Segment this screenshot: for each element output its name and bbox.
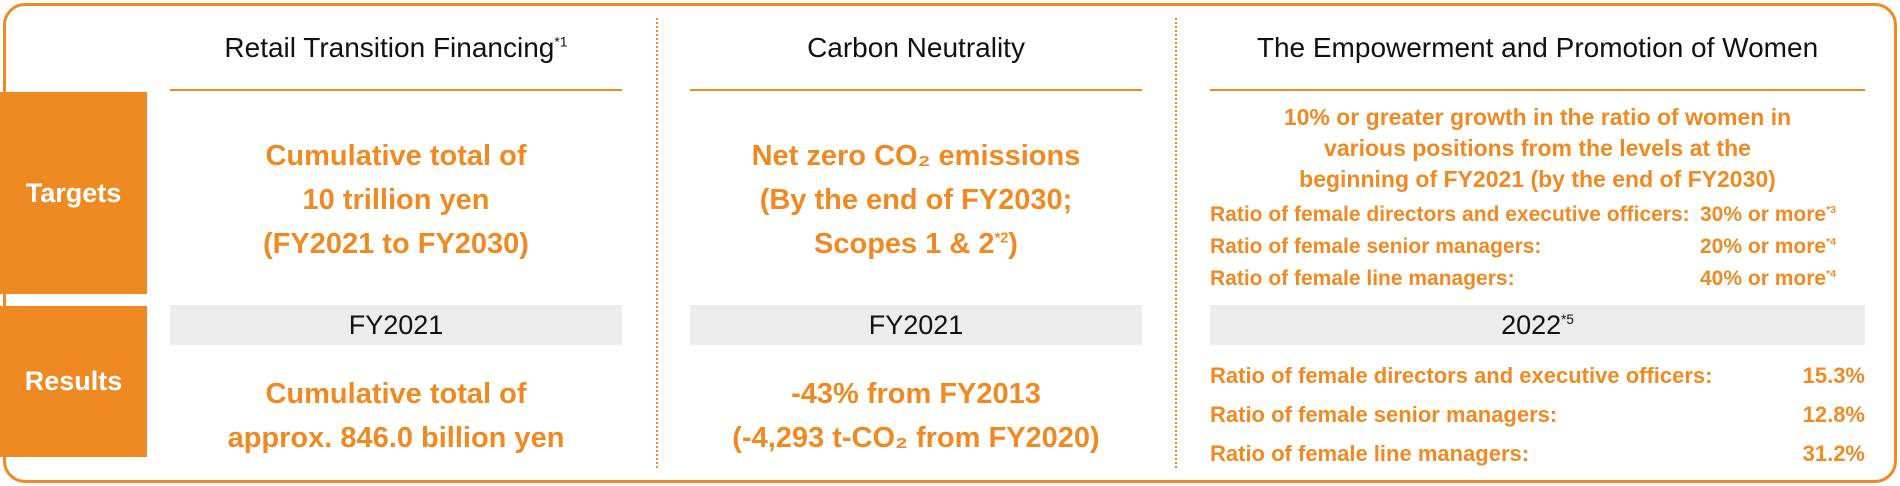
label: Ratio of female directors and executive … bbox=[1210, 363, 1713, 388]
value: 12.8% bbox=[1802, 402, 1865, 427]
line: -43% from FY2013 bbox=[791, 378, 1041, 410]
line: Cumulative total of bbox=[265, 378, 527, 410]
column-title: Retail Transition Financing*1 bbox=[170, 32, 622, 64]
line: Scopes 1 & 2*2) bbox=[690, 222, 1142, 266]
period: FY2021 bbox=[170, 305, 622, 345]
result-row: Ratio of female line managers: 31.2% bbox=[1210, 441, 1865, 467]
line: beginning of FY2021 (by the end of FY203… bbox=[1299, 166, 1776, 192]
divider bbox=[1175, 18, 1177, 468]
target-row: Ratio of female line managers: 40% or mor… bbox=[1210, 267, 1865, 291]
target-row: Ratio of female senior managers: 20% or m… bbox=[1210, 235, 1865, 259]
rule bbox=[690, 89, 1142, 91]
rule bbox=[1210, 89, 1865, 91]
value: 40% or more bbox=[1700, 267, 1827, 290]
text: 2022 bbox=[1501, 310, 1562, 340]
value-cell: 30% or more*3 bbox=[1700, 203, 1865, 227]
target-row: Ratio of female directors and executive … bbox=[1210, 203, 1865, 227]
label: Ratio of female line managers: bbox=[1210, 441, 1530, 466]
line: (By the end of FY2030; bbox=[759, 184, 1073, 216]
label: Ratio of female senior managers: bbox=[1210, 402, 1558, 427]
note: *3 bbox=[1826, 204, 1836, 216]
value-cell: 40% or more*4 bbox=[1700, 267, 1865, 291]
target: Net zero CO₂ emissions (By the end of FY… bbox=[690, 134, 1142, 266]
target: 10% or greater growth in the ratio of wo… bbox=[1210, 102, 1865, 195]
value-cell: 20% or more*4 bbox=[1700, 235, 1865, 259]
value: 30% or more bbox=[1700, 203, 1827, 226]
row-label: Targets bbox=[0, 92, 147, 294]
label: Ratio of female line managers: bbox=[1210, 267, 1515, 290]
line: approx. 846.0 billion yen bbox=[227, 422, 565, 454]
line: Net zero CO₂ emissions bbox=[751, 140, 1081, 172]
value: 31.2% bbox=[1802, 441, 1865, 466]
divider bbox=[656, 18, 658, 468]
label: Ratio of female senior managers: bbox=[1210, 235, 1542, 258]
period: 2022*5 bbox=[1210, 305, 1865, 345]
line: (-4,293 t-CO₂ from FY2020) bbox=[732, 422, 1100, 454]
row-label: Results bbox=[0, 306, 147, 457]
result-row: Ratio of female directors and executive … bbox=[1210, 363, 1865, 389]
target: Cumulative total of 10 trillion yen (FY2… bbox=[170, 134, 622, 266]
value: 20% or more bbox=[1700, 235, 1827, 258]
result: -43% from FY2013 (-4,293 t-CO₂ from FY20… bbox=[690, 372, 1142, 460]
note: *4 bbox=[1826, 236, 1836, 248]
column-title: The Empowerment and Promotion of Women bbox=[1256, 32, 1819, 63]
rule bbox=[170, 89, 622, 91]
title-text: Retail Transition Financing bbox=[224, 32, 555, 63]
result-row: Ratio of female senior managers: 12.8% bbox=[1210, 402, 1865, 428]
result: Cumulative total of approx. 846.0 billio… bbox=[170, 372, 622, 460]
line: Cumulative total of bbox=[265, 140, 527, 172]
line: 10 trillion yen bbox=[302, 184, 490, 216]
note: *5 bbox=[1561, 312, 1574, 327]
note: *2 bbox=[994, 230, 1009, 247]
label: Ratio of female directors and executive … bbox=[1210, 203, 1690, 226]
note: *1 bbox=[554, 33, 568, 50]
line: various positions from the levels at the bbox=[1324, 135, 1751, 161]
line: (FY2021 to FY2030) bbox=[263, 228, 529, 260]
text: ) bbox=[1008, 228, 1018, 260]
note: *4 bbox=[1826, 268, 1836, 280]
text: Scopes 1 & 2 bbox=[814, 228, 995, 260]
column-title: Carbon Neutrality bbox=[807, 32, 1025, 63]
line: 10% or greater growth in the ratio of wo… bbox=[1283, 104, 1792, 130]
value: 15.3% bbox=[1802, 363, 1865, 388]
period: FY2021 bbox=[690, 305, 1142, 345]
